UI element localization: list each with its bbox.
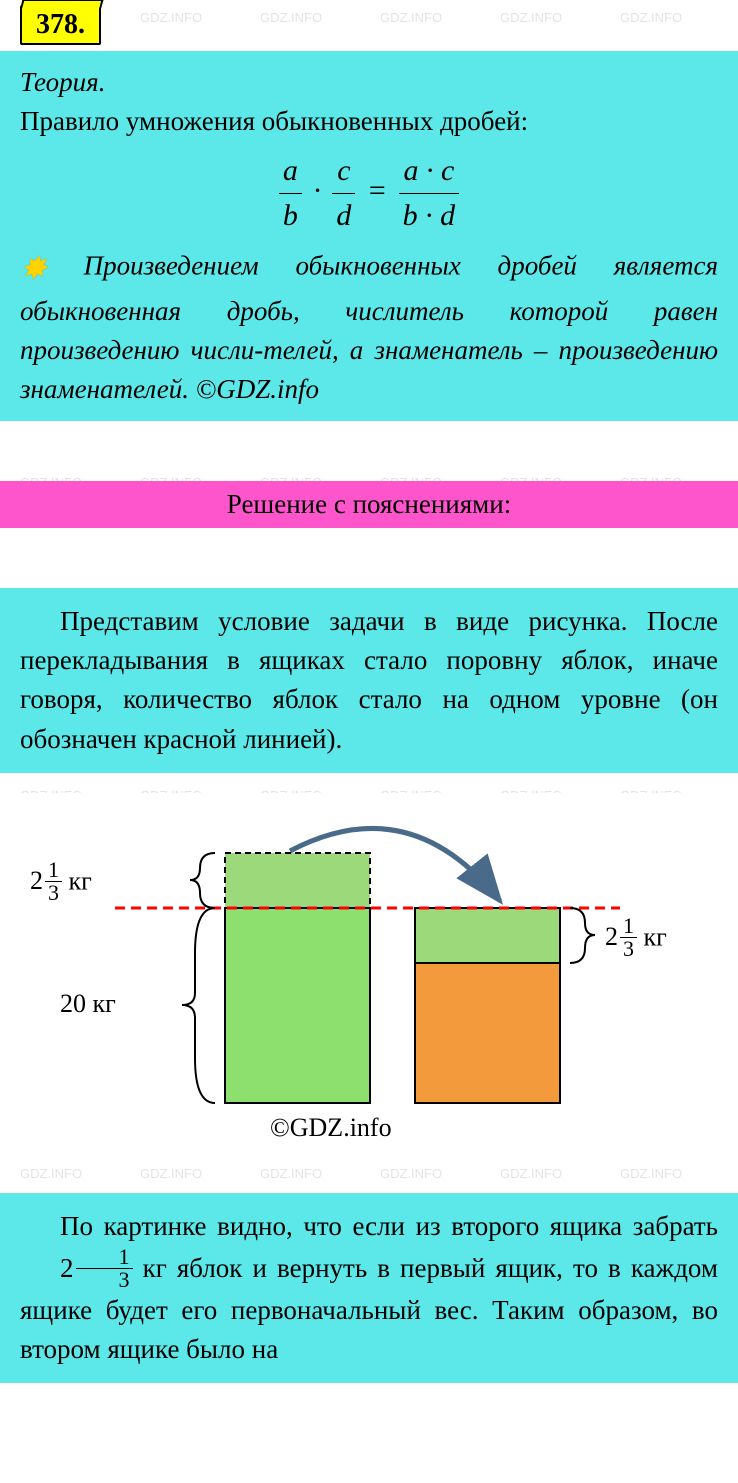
solution-header: Решение с пояснениями: [0, 481, 738, 528]
star-icon: ✸ [20, 245, 47, 291]
theory-title: Теория. [20, 63, 718, 102]
main-content: 378. Теория. Правило умножения обыкновен… [0, 0, 738, 1383]
fraction-result: a · c b · d [399, 149, 460, 237]
label-right: 2 1 3 кг [605, 915, 667, 960]
fraction-cd: c d [332, 149, 355, 237]
theory-rule-intro: Правило умножения обыкновенных дробей: [20, 102, 718, 141]
problem-number: 378. [36, 9, 85, 40]
fraction-formula: a b · c d = a · c b · d [20, 141, 718, 245]
theory-section: Теория. Правило умножения обыкновенных д… [0, 51, 738, 421]
boxes-diagram: 2 1 3 кг 20 кг 2 1 3 кг ©GDZ.info [0, 793, 738, 1163]
label-bottom-left: 20 кг [60, 989, 116, 1019]
fraction-ab: a b [279, 149, 302, 237]
copyright-text: ©GDZ.info [196, 374, 319, 404]
solution-paragraph-2: По картинке видно, что если из второго я… [0, 1193, 738, 1383]
solution-paragraph-1: Представим условие задачи в виде рисунка… [0, 588, 738, 773]
mixed-fraction: 2 1 3 [20, 1246, 133, 1291]
diagram-svg [0, 793, 738, 1163]
label-top-left: 2 1 3 кг [30, 859, 92, 904]
theory-definition: ✸ Произведением обыкновенных дробей явля… [20, 245, 718, 409]
diagram-copyright: ©GDZ.info [270, 1113, 392, 1143]
problem-number-badge: 378. [20, 5, 101, 45]
